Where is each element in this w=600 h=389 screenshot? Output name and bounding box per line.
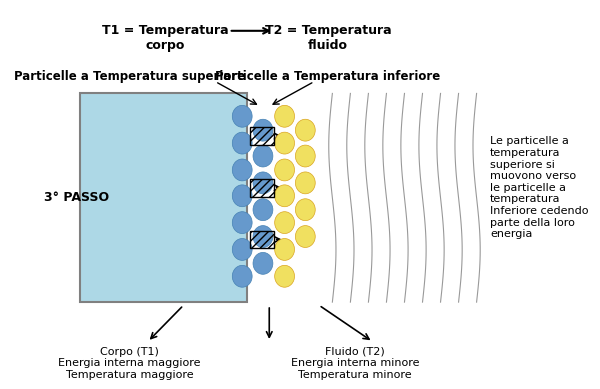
Circle shape bbox=[295, 226, 315, 247]
Circle shape bbox=[232, 212, 252, 233]
Bar bbox=[250, 231, 274, 249]
Circle shape bbox=[232, 132, 252, 154]
Circle shape bbox=[253, 172, 273, 194]
Circle shape bbox=[295, 172, 315, 194]
Text: 3° PASSO: 3° PASSO bbox=[44, 191, 109, 204]
Circle shape bbox=[232, 185, 252, 207]
Text: T1 = Temperatura
corpo: T1 = Temperatura corpo bbox=[102, 24, 229, 52]
Circle shape bbox=[275, 238, 295, 260]
Circle shape bbox=[232, 105, 252, 127]
Circle shape bbox=[295, 119, 315, 141]
Circle shape bbox=[275, 212, 295, 233]
Text: T2 = Temperatura
fluido: T2 = Temperatura fluido bbox=[265, 24, 391, 52]
Text: Le particelle a
temperatura
superiore si
muovono verso
le particelle a
temperatu: Le particelle a temperatura superiore si… bbox=[490, 137, 589, 239]
Text: Particelle a Temperatura superiore: Particelle a Temperatura superiore bbox=[14, 70, 245, 83]
Circle shape bbox=[232, 238, 252, 260]
Circle shape bbox=[253, 119, 273, 141]
Bar bbox=[250, 179, 274, 197]
Circle shape bbox=[253, 226, 273, 247]
Text: Corpo (T1)
Energia interna maggiore
Temperatura maggiore: Corpo (T1) Energia interna maggiore Temp… bbox=[58, 347, 201, 380]
Text: Particelle a Temperatura inferiore: Particelle a Temperatura inferiore bbox=[215, 70, 440, 83]
Bar bbox=[80, 93, 247, 302]
Circle shape bbox=[295, 145, 315, 167]
Bar bbox=[250, 127, 274, 145]
Circle shape bbox=[275, 185, 295, 207]
Circle shape bbox=[275, 105, 295, 127]
Circle shape bbox=[275, 132, 295, 154]
Text: Fluido (T2)
Energia interna minore
Temperatura minore: Fluido (T2) Energia interna minore Tempe… bbox=[290, 347, 419, 380]
Circle shape bbox=[253, 252, 273, 274]
Circle shape bbox=[275, 265, 295, 287]
Circle shape bbox=[275, 159, 295, 181]
Circle shape bbox=[232, 159, 252, 181]
Circle shape bbox=[295, 199, 315, 221]
Circle shape bbox=[232, 265, 252, 287]
Circle shape bbox=[253, 199, 273, 221]
Circle shape bbox=[253, 145, 273, 167]
